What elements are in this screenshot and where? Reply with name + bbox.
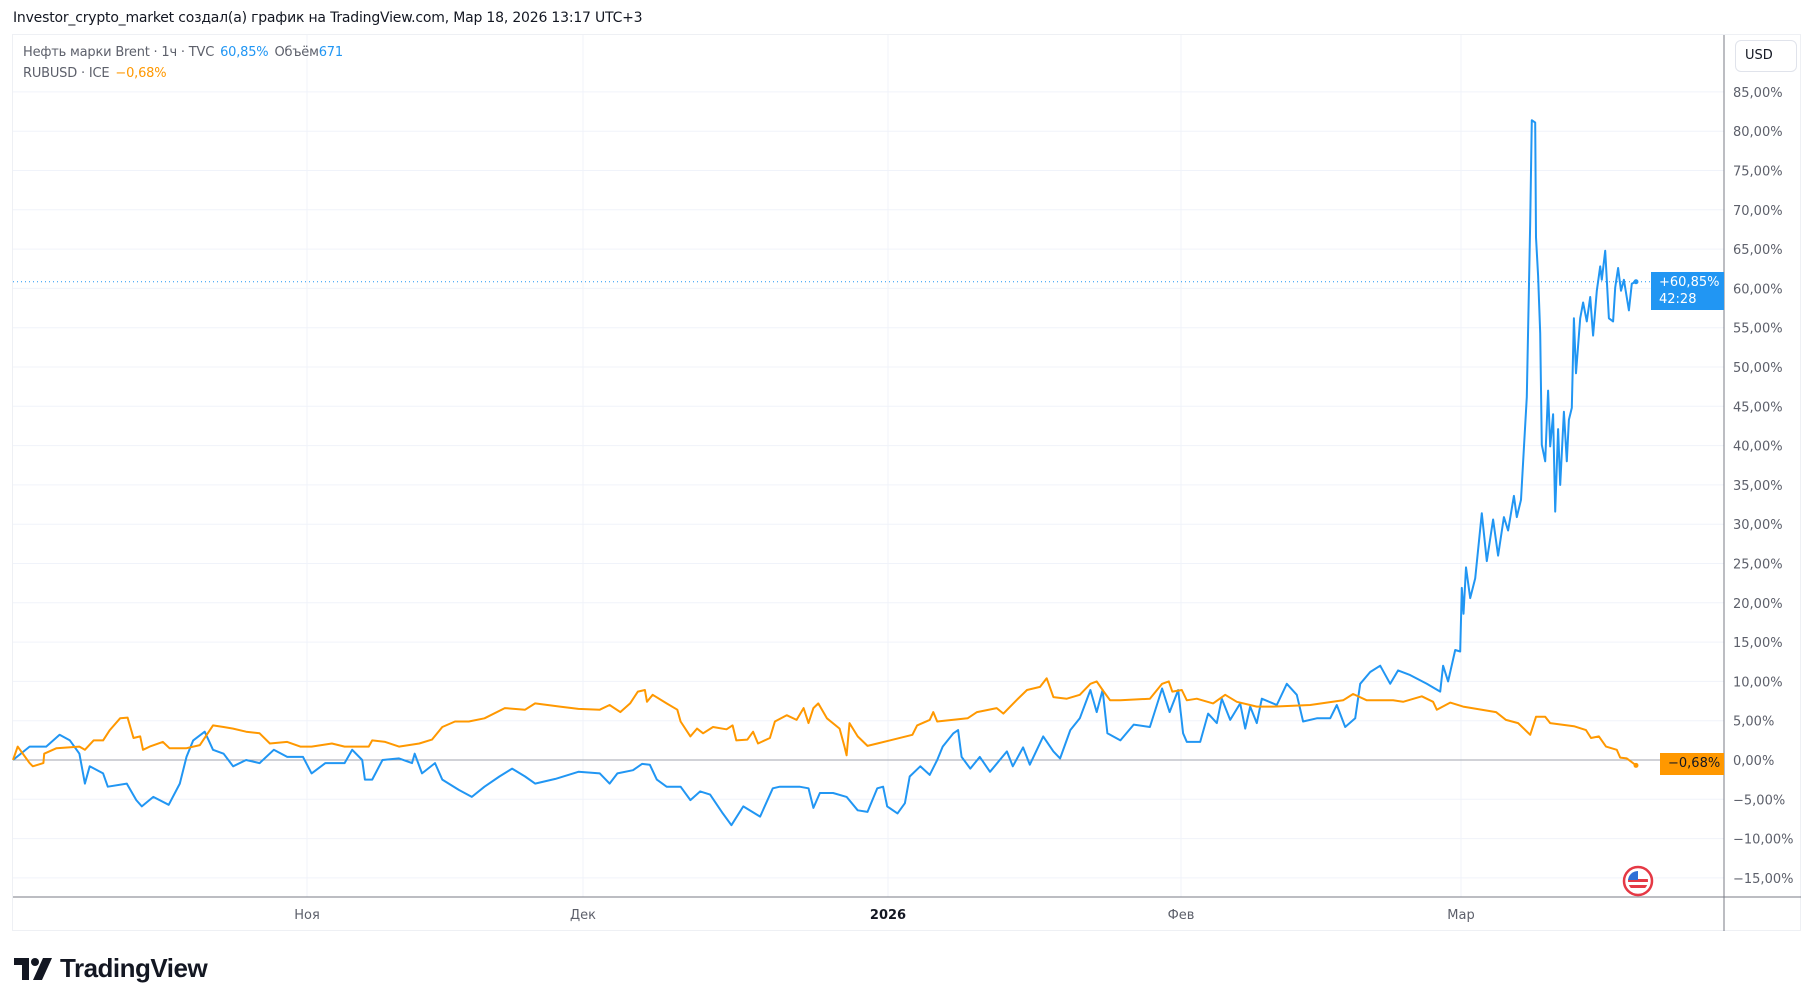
chart-frame <box>12 34 1801 931</box>
x-tick-label: Фев <box>1168 908 1195 923</box>
bar-countdown: 42:28 <box>1659 292 1697 307</box>
series-last-point-brent <box>1633 279 1639 285</box>
brent-last-value: +60,85% <box>1659 275 1720 290</box>
tradingview-logo[interactable]: TradingView <box>14 953 208 984</box>
y-tick-label: 80,00% <box>1733 125 1783 140</box>
y-tick-label: 10,00% <box>1733 675 1783 690</box>
price-axis-labels: 85,00% 80,00% 75,00% 70,00% 65,00% 60,00% 55,0… <box>1733 86 1793 887</box>
legend-value-rubusd: −0,68% <box>115 66 167 81</box>
legend-value-brent: 60,85% <box>220 45 269 60</box>
us-flag-icon[interactable] <box>1622 865 1654 901</box>
tradingview-logo-text: TradingView <box>60 953 208 983</box>
x-tick-label: Дек <box>570 908 596 923</box>
x-tick-label: Мар <box>1447 908 1474 923</box>
y-tick-label: 65,00% <box>1733 243 1783 258</box>
series-line-brent <box>12 119 1637 827</box>
legend-symbol-brent: Нефть марки Brent · 1ч · TVC <box>23 45 215 60</box>
brent-last-price-label: +60,85% 42:28 <box>1651 272 1724 310</box>
y-tick-label: 35,00% <box>1733 479 1783 494</box>
legend-row-brent[interactable]: Нефть марки Brent · 1ч · TVC 60,85% Объём6… <box>23 45 343 60</box>
series-lines <box>12 119 1639 827</box>
y-tick-label: −5,00% <box>1733 793 1785 808</box>
series-last-point-rubusd <box>1633 762 1639 768</box>
y-tick-label: 20,00% <box>1733 597 1783 612</box>
y-tick-label: 55,00% <box>1733 322 1783 337</box>
legend-symbol-rubusd: RUBUSD · ICE <box>23 66 110 81</box>
y-tick-label: −15,00% <box>1733 872 1793 887</box>
y-tick-label: 40,00% <box>1733 440 1783 455</box>
rubusd-last-price-label: −0,68% <box>1660 753 1724 775</box>
legend-volume-value: 671 <box>318 45 343 60</box>
x-tick-label: 2026 <box>870 908 906 923</box>
grid <box>13 35 1724 897</box>
y-tick-label: 85,00% <box>1733 86 1783 101</box>
legend-volume-label: Объём <box>274 45 319 60</box>
currency-button[interactable]: USD <box>1735 40 1797 72</box>
series-line-rubusd <box>12 677 1637 768</box>
legend-row-rubusd[interactable]: RUBUSD · ICE −0,68% <box>23 66 167 81</box>
y-tick-label: 0,00% <box>1733 754 1774 769</box>
chart-attribution-header: Investor_crypto_market создал(а) график … <box>13 10 643 26</box>
y-tick-label: −10,00% <box>1733 833 1793 848</box>
y-tick-label: 60,00% <box>1733 282 1783 297</box>
axes <box>13 35 1801 931</box>
tradingview-logo-icon <box>14 957 52 980</box>
x-tick-label: Ноя <box>294 908 320 923</box>
y-tick-label: 30,00% <box>1733 518 1783 533</box>
y-tick-label: 70,00% <box>1733 204 1783 219</box>
y-tick-label: 25,00% <box>1733 558 1783 573</box>
y-tick-label: 15,00% <box>1733 636 1783 651</box>
y-tick-label: 75,00% <box>1733 165 1783 180</box>
y-tick-label: 5,00% <box>1733 715 1774 730</box>
y-tick-label: 45,00% <box>1733 400 1783 415</box>
y-tick-label: 50,00% <box>1733 361 1783 376</box>
time-axis-labels: Ноя Дек 2026 Фев Мар <box>294 908 1475 923</box>
